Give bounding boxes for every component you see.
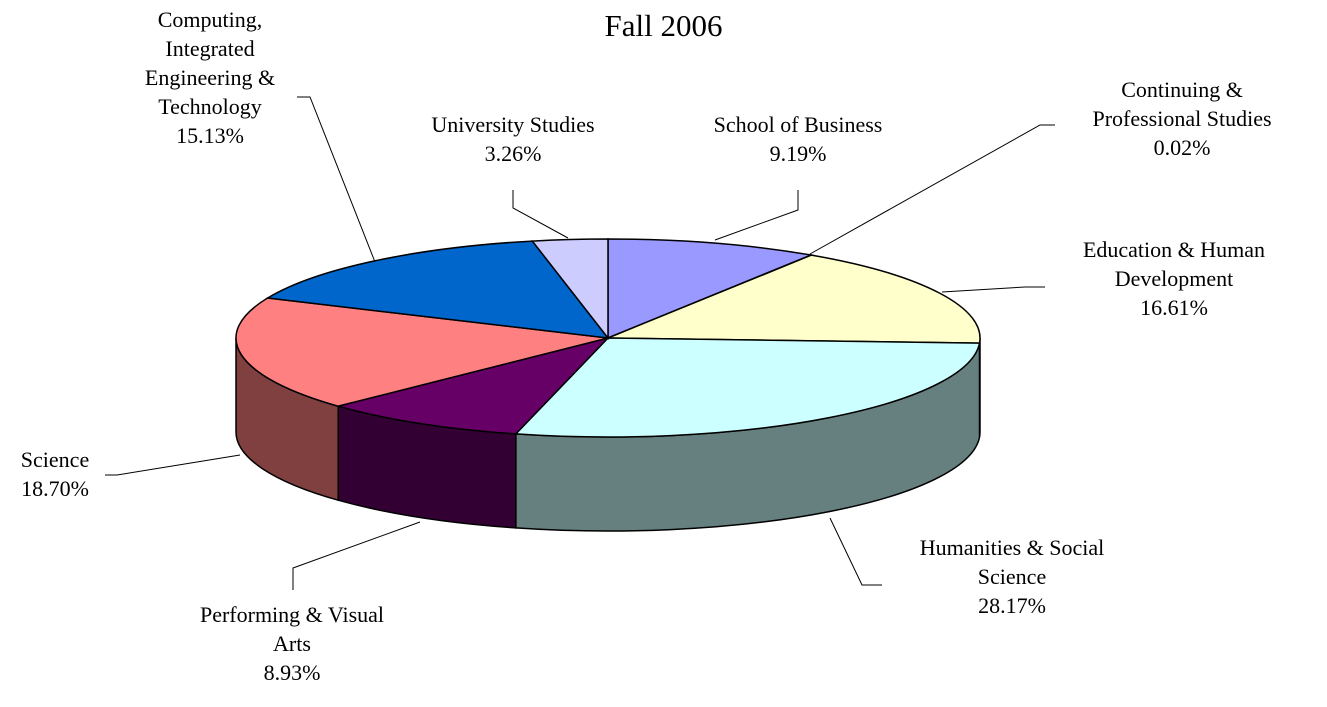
data-label: Computing, Integrated Engineering & Tech… [120,5,300,150]
slice [514,337,981,438]
data-label: Continuing & Professional Studies 0.02% [1072,75,1292,162]
data-label: School of Business 9.19% [668,110,928,168]
leader-line [105,454,241,476]
data-label: Humanities & Social Science 28.17% [902,533,1122,620]
value-label: 16.61% [1140,295,1208,320]
data-label: University Studies 3.26% [393,110,633,168]
category-label: Continuing & Professional Studies [1092,77,1272,131]
data-label: Science 18.70% [0,445,110,503]
data-label: Education & Human Development 16.61% [1059,235,1289,322]
leader-line [941,286,1045,293]
value-label: 8.93% [263,660,321,685]
data-label: Performing & Visual Arts 8.93% [182,600,402,687]
value-label: 28.17% [978,593,1046,618]
leader-line [297,96,376,263]
category-label: School of Business [713,112,883,137]
value-label: 3.26% [484,141,542,166]
category-label: Science [20,447,90,472]
slice [607,238,814,340]
value-label: 15.13% [176,123,244,148]
category-label: Computing, Integrated Engineering & Tech… [144,7,276,119]
leader-line [714,190,799,241]
leader-line [809,124,1055,255]
slice [530,238,609,341]
slice [607,254,981,344]
slice [235,297,609,407]
category-label: University Studies [431,112,595,137]
leader-line [292,521,421,590]
leader-line [829,517,882,586]
pie [235,238,981,532]
category-label: Performing & Visual Arts [199,602,385,656]
category-label: Humanities & Social Science [919,535,1105,589]
chart-title: Fall 2006 [604,8,723,43]
value-label: 9.19% [769,141,827,166]
value-label: 18.70% [21,476,89,501]
value-label: 0.02% [1153,135,1211,160]
leader-line [512,190,569,239]
category-label: Education & Human Development [1082,237,1266,291]
leader-lines [105,96,1055,590]
slice [335,336,611,435]
